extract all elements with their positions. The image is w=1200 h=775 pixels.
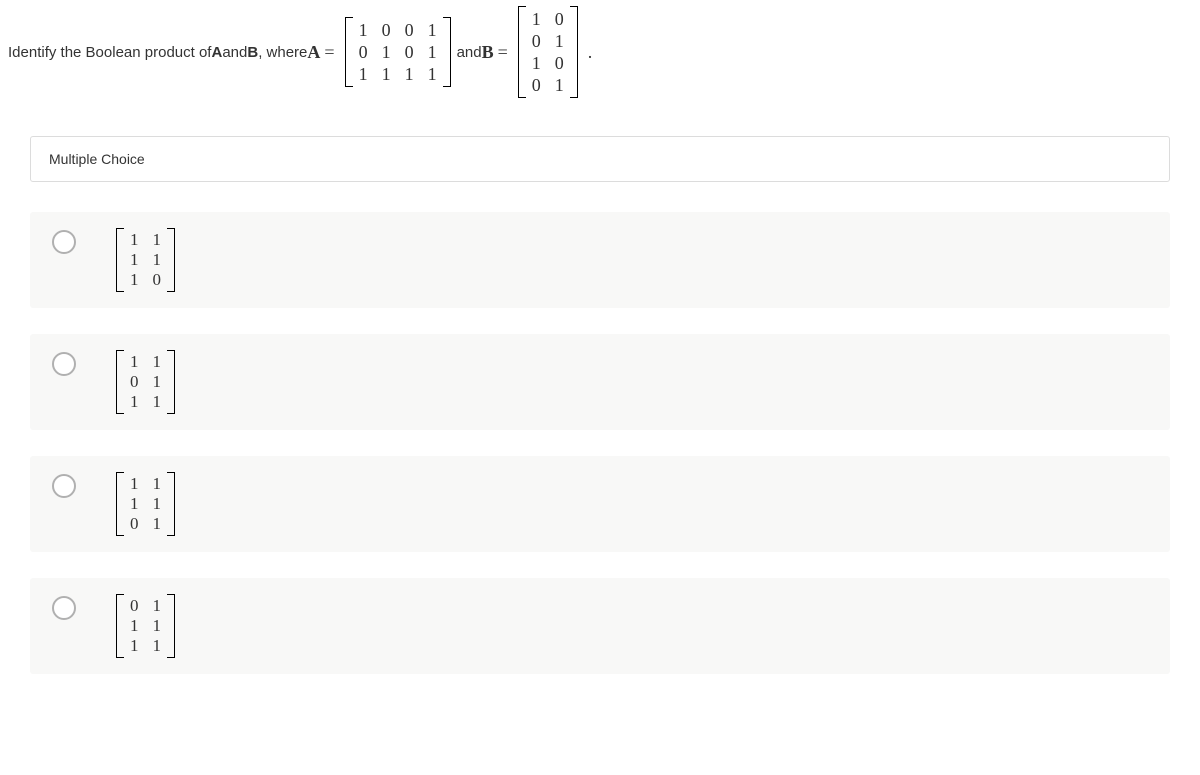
matrix-cell: 0	[153, 270, 162, 290]
matrix-cell: 0	[382, 20, 391, 41]
prompt-bold-a: A	[211, 44, 222, 61]
matrix-cell: 1	[153, 596, 162, 616]
matrix-cell: 1	[130, 636, 139, 656]
matrix-cell: 1	[153, 352, 162, 372]
matrix-cell: 1	[153, 230, 162, 250]
matrix-cell: 1	[130, 230, 139, 250]
matrix-cell: 1	[405, 64, 414, 85]
variable-a: A	[307, 42, 320, 63]
matrix-cell: 1	[555, 75, 564, 96]
matrix-cell: 1	[153, 636, 162, 656]
radio-icon[interactable]	[52, 352, 76, 376]
options-list: 111110 110111 111101 011111	[0, 212, 1200, 674]
matrix-cell: 1	[153, 250, 162, 270]
matrix-cell: 1	[130, 616, 139, 636]
matrix-cell: 0	[130, 596, 139, 616]
matrix-cell: 0	[555, 53, 564, 74]
matrix-cell: 1	[130, 392, 139, 412]
matrix-cell: 0	[532, 31, 541, 52]
option-4[interactable]: 011111	[30, 578, 1170, 674]
matrix-cell: 1	[153, 494, 162, 514]
radio-icon[interactable]	[52, 474, 76, 498]
option-2-matrix: 110111	[116, 350, 175, 414]
option-1-matrix: 111110	[116, 228, 175, 292]
matrix-cell: 1	[382, 42, 391, 63]
matrix-cell: 1	[532, 9, 541, 30]
matrix-cell: 1	[428, 64, 437, 85]
option-4-matrix: 011111	[116, 594, 175, 658]
matrix-cell: 1	[153, 392, 162, 412]
prompt-and: and	[222, 44, 247, 61]
matrix-cell: 1	[130, 250, 139, 270]
matrix-cell: 1	[153, 372, 162, 392]
matrix-cell: 1	[532, 53, 541, 74]
radio-icon[interactable]	[52, 596, 76, 620]
matrix-cell: 1	[428, 20, 437, 41]
matrix-cell: 1	[555, 31, 564, 52]
matrix-cell: 1	[130, 352, 139, 372]
matrix-b: 10011001	[518, 6, 578, 98]
matrix-cell: 1	[130, 494, 139, 514]
prompt-and-2: and	[457, 44, 482, 61]
matrix-cell: 1	[359, 64, 368, 85]
matrix-cell: 0	[359, 42, 368, 63]
option-1[interactable]: 111110	[30, 212, 1170, 308]
matrix-a: 100101011111	[345, 17, 451, 87]
matrix-cell: 1	[130, 474, 139, 494]
matrix-cell: 1	[428, 42, 437, 63]
radio-icon[interactable]	[52, 230, 76, 254]
multiple-choice-label: Multiple Choice	[30, 136, 1170, 182]
matrix-cell: 0	[555, 9, 564, 30]
equals-1: =	[324, 42, 334, 63]
matrix-cell: 0	[532, 75, 541, 96]
prompt-bold-b: B	[247, 44, 258, 61]
matrix-cell: 1	[130, 270, 139, 290]
question-prompt: Identify the Boolean product of A and B …	[0, 0, 1200, 106]
matrix-cell: 1	[153, 514, 162, 534]
equals-2: =	[498, 42, 508, 63]
matrix-cell: 0	[130, 372, 139, 392]
option-2[interactable]: 110111	[30, 334, 1170, 430]
option-3[interactable]: 111101	[30, 456, 1170, 552]
prompt-period: .	[588, 42, 593, 63]
option-3-matrix: 111101	[116, 472, 175, 536]
prompt-where: , where	[258, 44, 307, 61]
variable-b: B	[482, 42, 494, 63]
multiple-choice-section: Multiple Choice	[0, 106, 1200, 182]
prompt-prefix: Identify the Boolean product of	[8, 44, 211, 61]
matrix-cell: 1	[359, 20, 368, 41]
matrix-cell: 0	[405, 20, 414, 41]
matrix-cell: 1	[382, 64, 391, 85]
matrix-cell: 1	[153, 616, 162, 636]
matrix-cell: 0	[130, 514, 139, 534]
matrix-cell: 0	[405, 42, 414, 63]
matrix-cell: 1	[153, 474, 162, 494]
